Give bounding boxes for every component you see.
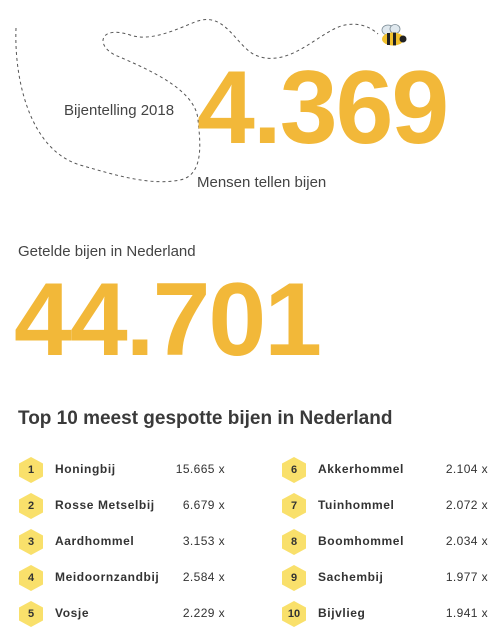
list-item: 7 Tuinhommel 2.072 x	[281, 492, 500, 528]
list-item: 2 Rosse Metselbij 6.679 x	[18, 492, 243, 528]
rank-number: 10	[287, 608, 301, 620]
rank-number: 7	[290, 500, 298, 512]
hexagon-icon: 3	[18, 528, 44, 556]
hexagon-icon: 9	[281, 564, 307, 592]
list-item: 3 Aardhommel 3.153 x	[18, 528, 243, 564]
top10-list-right: 6 Akkerhommel 2.104 x 7 Tuinhommel 2.072…	[281, 456, 500, 636]
participants-count: 4.369	[197, 50, 449, 166]
bee-count: 2.584 x	[182, 570, 225, 584]
hexagon-icon: 10	[281, 600, 307, 628]
bee-name: Tuinhommel	[318, 498, 395, 512]
bee-count: 6.679 x	[182, 498, 225, 512]
top10-title: Top 10 meest gespotte bijen in Nederland	[18, 408, 393, 429]
list-item: 4 Meidoornzandbij 2.584 x	[18, 564, 243, 600]
hexagon-icon: 1	[18, 456, 44, 484]
bee-count: 1.941 x	[445, 606, 488, 620]
rank-number: 1	[27, 464, 35, 476]
bee-count: 2.104 x	[445, 462, 488, 476]
rank-number: 8	[290, 536, 298, 548]
bee-count: 2.034 x	[445, 534, 488, 548]
bee-name: Sachembij	[318, 570, 384, 584]
list-item: 8 Boomhommel 2.034 x	[281, 528, 500, 564]
rank-number: 5	[27, 608, 35, 620]
total-bees-count: 44.701	[14, 262, 322, 378]
bee-name: Boomhommel	[318, 534, 405, 548]
bee-count: 15.665 x	[175, 462, 225, 476]
list-item: 5 Vosje 2.229 x	[18, 600, 243, 636]
bee-name: Bijvlieg	[318, 606, 366, 620]
list-item: 1 Honingbij 15.665 x	[18, 456, 243, 492]
bee-count: 2.072 x	[445, 498, 488, 512]
rank-number: 9	[290, 572, 298, 584]
bee-flight-trail	[15, 19, 379, 183]
bee-name: Meidoornzandbij	[55, 570, 160, 584]
top10-list-left: 1 Honingbij 15.665 x 2 Rosse Metselbij 6…	[18, 456, 243, 636]
hexagon-icon: 2	[18, 492, 44, 520]
bee-icon	[381, 24, 407, 46]
bee-name: Vosje	[55, 606, 90, 620]
list-item: 10 Bijvlieg 1.941 x	[281, 600, 500, 636]
total-bees-label: Getelde bijen in Nederland	[18, 243, 196, 260]
list-item: 6 Akkerhommel 2.104 x	[281, 456, 500, 492]
hexagon-icon: 5	[18, 600, 44, 628]
rank-number: 2	[27, 500, 35, 512]
bee-name: Akkerhommel	[318, 462, 404, 476]
rank-number: 6	[290, 464, 298, 476]
rank-number: 4	[27, 572, 35, 584]
bee-name: Rosse Metselbij	[55, 498, 155, 512]
bee-name: Aardhommel	[55, 534, 135, 548]
participants-caption: Mensen tellen bijen	[197, 174, 327, 191]
bee-count: 1.977 x	[445, 570, 488, 584]
hexagon-icon: 6	[281, 456, 307, 484]
rank-number: 3	[27, 536, 35, 548]
hexagon-icon: 8	[281, 528, 307, 556]
hexagon-icon: 4	[18, 564, 44, 592]
bee-name: Honingbij	[55, 462, 116, 476]
event-label: Bijentelling 2018	[64, 102, 175, 119]
hexagon-icon: 7	[281, 492, 307, 520]
bee-count: 3.153 x	[182, 534, 225, 548]
list-item: 9 Sachembij 1.977 x	[281, 564, 500, 600]
bee-count: 2.229 x	[182, 606, 225, 620]
